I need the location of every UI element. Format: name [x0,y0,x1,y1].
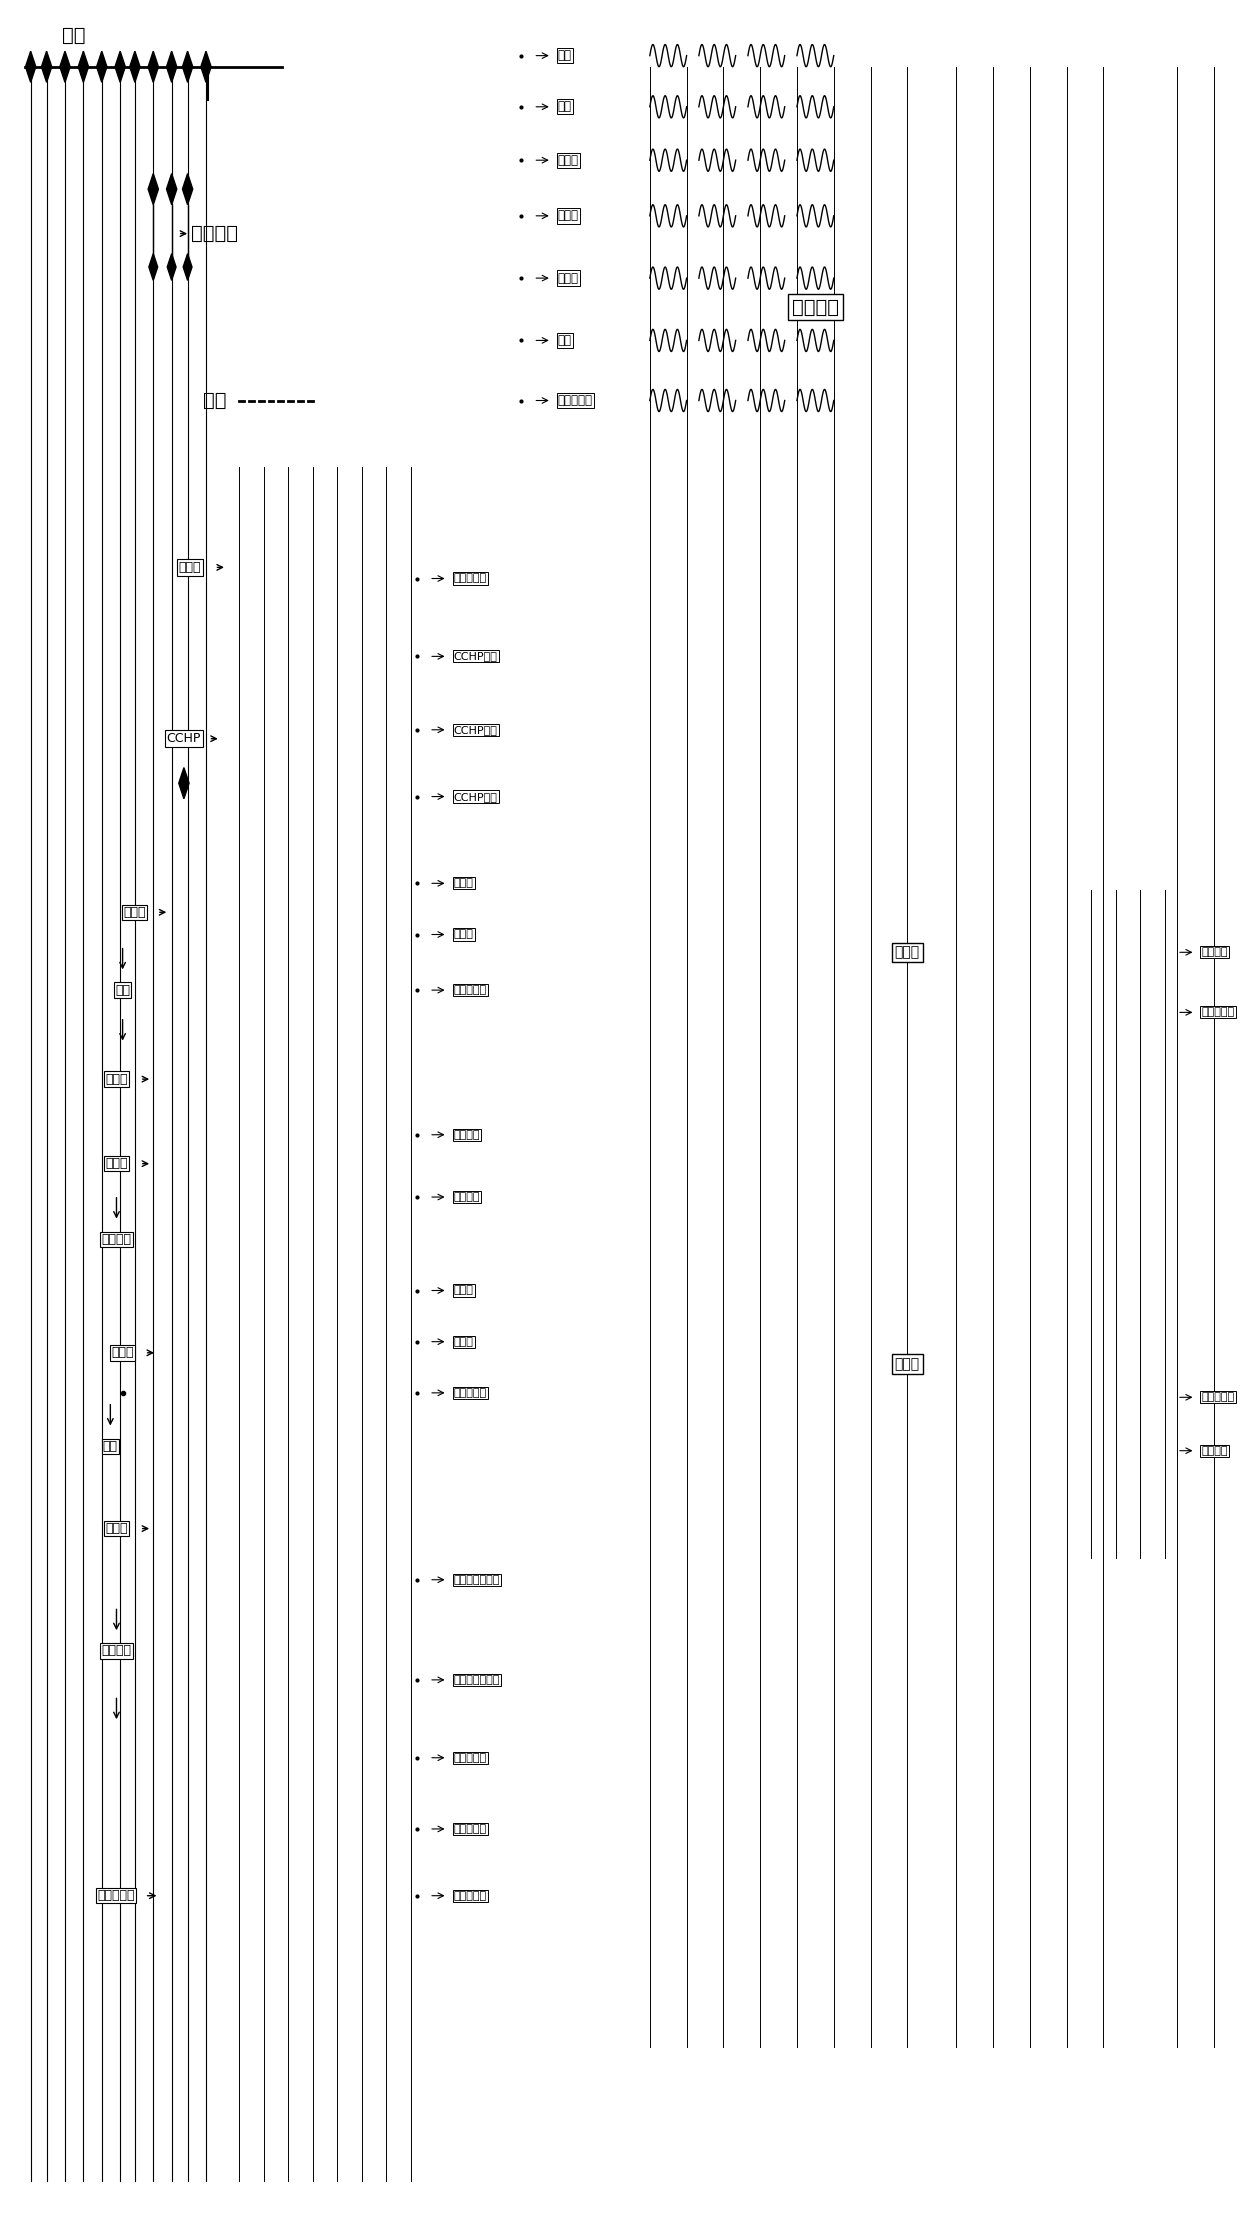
Text: 电能回路: 电能回路 [454,1130,480,1139]
Polygon shape [149,254,157,280]
Text: 热振荡节点: 热振荡节点 [1202,1008,1235,1017]
Polygon shape [184,254,192,280]
Text: 电制冷机: 电制冷机 [102,1644,131,1658]
Text: 热能回路: 热能回路 [454,1193,480,1202]
Polygon shape [179,768,188,799]
Polygon shape [60,51,71,82]
Text: 热管道: 热管道 [454,879,474,888]
Text: 电制热机: 电制热机 [102,1233,131,1246]
Text: 蒸发热回路: 蒸发热回路 [454,1824,487,1833]
Text: 电负荷: 电负荷 [558,154,579,167]
Text: 冷阀门: 冷阀门 [454,1337,474,1346]
Text: 热端点: 热端点 [895,946,920,959]
Text: CCHP: CCHP [166,732,201,745]
Text: 冷管进: 冷管进 [454,1286,474,1295]
Polygon shape [148,174,159,205]
Polygon shape [26,51,36,82]
Text: 冷端点: 冷端点 [895,1357,920,1371]
Text: 储能: 储能 [558,49,572,62]
Polygon shape [148,51,159,82]
Text: 变压器: 变压器 [179,561,201,574]
Polygon shape [201,51,211,82]
Text: 变压器绕组: 变压器绕组 [454,574,487,583]
Text: 充电桩: 充电桩 [558,209,579,223]
Text: 冷机: 冷机 [103,1440,118,1453]
Polygon shape [182,51,192,82]
Text: 热板电换点: 热板电换点 [454,986,487,995]
Text: 风能: 风能 [558,334,572,347]
Text: 冷负荷: 冷负荷 [105,1522,128,1535]
Polygon shape [115,51,125,82]
Text: 冷能阀: 冷能阀 [112,1346,134,1359]
Text: CCHP冷机: CCHP冷机 [454,792,497,801]
Polygon shape [182,174,192,205]
Polygon shape [166,51,177,82]
Polygon shape [97,51,107,82]
Text: 热负荷: 热负荷 [105,1072,128,1086]
Text: 热能管: 热能管 [124,906,146,919]
Text: 电连接节点: 电连接节点 [558,394,593,407]
Text: CCHP热机: CCHP热机 [454,725,497,734]
Polygon shape [130,51,140,82]
Text: 热阀门: 热阀门 [454,930,474,939]
Text: 太阳能热源: 太阳能热源 [98,1889,135,1902]
Text: 馈线: 馈线 [203,392,227,409]
Text: 地制冷机组回路: 地制冷机组回路 [454,1575,500,1584]
Text: CCHP电机: CCHP电机 [454,652,497,661]
Text: 蒸发冷回路: 蒸发冷回路 [454,1891,487,1900]
Polygon shape [41,51,52,82]
Text: 冷振荡器: 冷振荡器 [1202,1446,1228,1455]
Text: 电压等级: 电压等级 [191,225,238,243]
Text: 蒸发电回路: 蒸发电回路 [454,1753,487,1762]
Text: 冷连接节点: 冷连接节点 [454,1388,487,1397]
Text: 冷振荡节点: 冷振荡节点 [1202,1393,1235,1402]
Polygon shape [166,174,177,205]
Text: 换热站: 换热站 [105,1157,128,1170]
Text: 热机: 热机 [115,983,130,997]
Text: 场站: 场站 [62,24,86,44]
Polygon shape [167,254,176,280]
Text: 电制冷机组回路: 电制冷机组回路 [454,1675,500,1684]
Polygon shape [78,51,88,82]
Text: 电力端点: 电力端点 [792,298,838,316]
Text: 开关: 开关 [558,100,572,113]
Text: 热振荡器: 热振荡器 [1202,948,1228,957]
Text: 太阳能: 太阳能 [558,271,579,285]
